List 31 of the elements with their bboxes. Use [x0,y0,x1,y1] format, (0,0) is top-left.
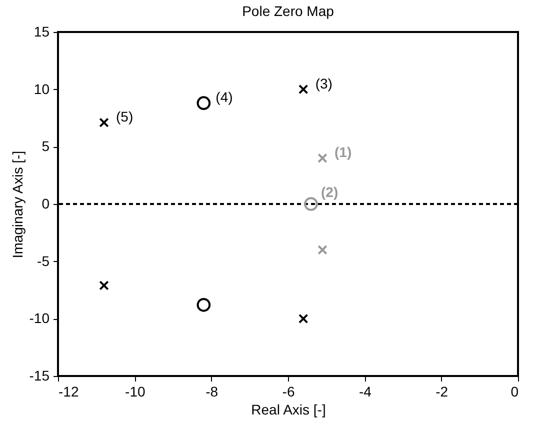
point [304,197,318,211]
x-tick-label: -12 [58,384,79,400]
x-tick-label: -6 [282,384,295,400]
point [318,153,328,164]
y-axis-title: Imaginary Axis [-] [9,150,26,258]
annotation: (2) [321,184,338,200]
x-axis-title: Real Axis [-] [251,402,326,418]
y-tick-label: -5 [37,252,50,269]
y-tick-label: 0 [42,196,50,212]
y-tick-label: -10 [29,310,50,326]
annotation: (3) [315,75,332,92]
x-tick-label: -2 [436,384,448,400]
x-tick-label: -10 [125,384,146,400]
y-tick-label: 5 [42,138,50,154]
point [196,298,211,312]
chart-title: Pole Zero Map [242,3,334,19]
y-tick-label: -15 [29,368,50,384]
point [318,244,328,255]
annotation: (5) [116,108,134,125]
point [99,118,109,128]
x-tick-label: -4 [358,384,372,400]
y-tick-label: 10 [34,80,50,97]
point [298,314,308,324]
point [99,280,109,290]
point [298,84,308,94]
x-tick-label: 0 [510,384,519,400]
x-tick-label: -8 [206,384,218,400]
annotation: (1) [334,144,352,160]
point [196,96,211,110]
y-tick-label: 15 [34,24,50,40]
annotation: (4) [216,89,233,106]
